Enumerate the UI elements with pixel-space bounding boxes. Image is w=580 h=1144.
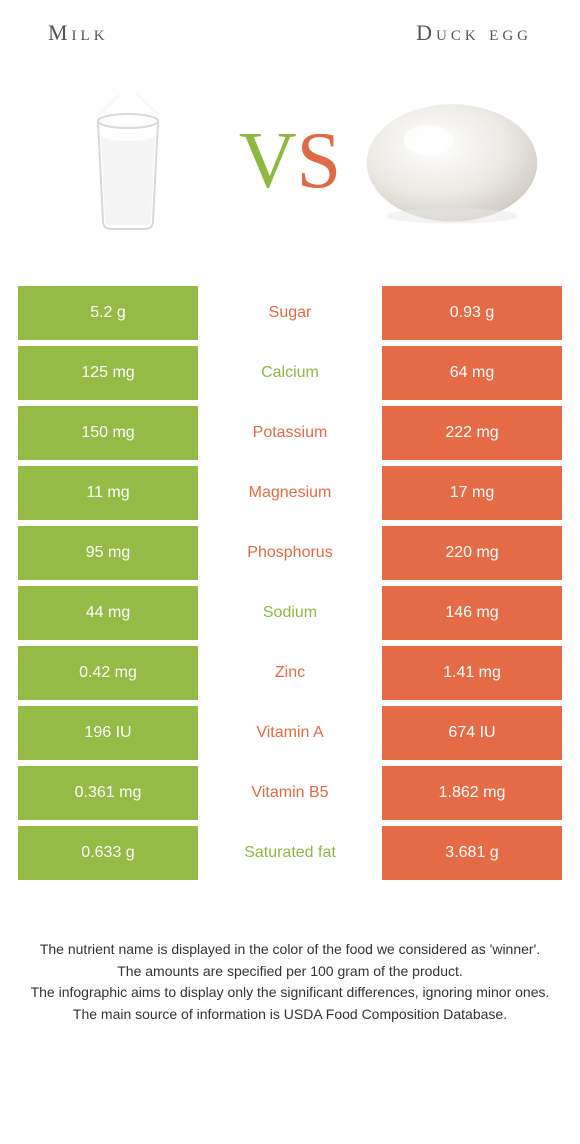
nutrient-label: Saturated fat — [198, 826, 382, 880]
title-row: Milk Duck egg — [18, 20, 562, 46]
right-food-title: Duck egg — [416, 20, 532, 46]
nutrient-row: 44 mgSodium146 mg — [18, 586, 562, 640]
left-value: 11 mg — [18, 466, 198, 520]
left-food-title: Milk — [48, 20, 109, 46]
nutrient-row: 0.633 gSaturated fat3.681 g — [18, 826, 562, 880]
left-value: 196 IU — [18, 706, 198, 760]
nutrient-row: 150 mgPotassium222 mg — [18, 406, 562, 460]
nutrient-label: Potassium — [198, 406, 382, 460]
right-value: 674 IU — [382, 706, 562, 760]
hero-row: VS — [18, 76, 562, 246]
nutrient-label: Sugar — [198, 286, 382, 340]
footer-line: The nutrient name is displayed in the co… — [28, 940, 552, 960]
left-value: 125 mg — [18, 346, 198, 400]
right-value: 3.681 g — [382, 826, 562, 880]
right-value: 222 mg — [382, 406, 562, 460]
left-value: 150 mg — [18, 406, 198, 460]
right-value: 0.93 g — [382, 286, 562, 340]
right-value: 1.862 mg — [382, 766, 562, 820]
nutrient-label: Vitamin B5 — [198, 766, 382, 820]
vs-s: S — [297, 117, 342, 205]
nutrient-label: Calcium — [198, 346, 382, 400]
nutrient-row: 5.2 gSugar0.93 g — [18, 286, 562, 340]
left-value: 5.2 g — [18, 286, 198, 340]
nutrient-row: 95 mgPhosphorus220 mg — [18, 526, 562, 580]
vs-label: VS — [239, 116, 341, 207]
left-value: 0.633 g — [18, 826, 198, 880]
nutrient-label: Magnesium — [198, 466, 382, 520]
nutrient-row: 0.42 mgZinc1.41 mg — [18, 646, 562, 700]
right-value: 1.41 mg — [382, 646, 562, 700]
footer-line: The infographic aims to display only the… — [28, 983, 552, 1003]
footer-line: The amounts are specified per 100 gram o… — [28, 962, 552, 982]
milk-image — [38, 81, 218, 241]
right-value: 64 mg — [382, 346, 562, 400]
nutrient-label: Zinc — [198, 646, 382, 700]
nutrient-row: 125 mgCalcium64 mg — [18, 346, 562, 400]
left-value: 0.361 mg — [18, 766, 198, 820]
nutrient-label: Phosphorus — [198, 526, 382, 580]
nutrient-label: Vitamin A — [198, 706, 382, 760]
nutrient-label: Sodium — [198, 586, 382, 640]
nutrient-table: 5.2 gSugar0.93 g 125 mgCalcium64 mg 150 mg… — [18, 286, 562, 880]
left-value: 44 mg — [18, 586, 198, 640]
right-value: 146 mg — [382, 586, 562, 640]
footer-line: The main source of information is USDA F… — [28, 1005, 552, 1025]
left-value: 95 mg — [18, 526, 198, 580]
nutrient-row: 11 mgMagnesium17 mg — [18, 466, 562, 520]
right-value: 220 mg — [382, 526, 562, 580]
footer-notes: The nutrient name is displayed in the co… — [18, 940, 562, 1024]
nutrient-row: 0.361 mgVitamin B51.862 mg — [18, 766, 562, 820]
vs-v: V — [239, 117, 297, 205]
right-value: 17 mg — [382, 466, 562, 520]
duck-egg-image — [362, 81, 542, 241]
nutrient-row: 196 IUVitamin A674 IU — [18, 706, 562, 760]
left-value: 0.42 mg — [18, 646, 198, 700]
